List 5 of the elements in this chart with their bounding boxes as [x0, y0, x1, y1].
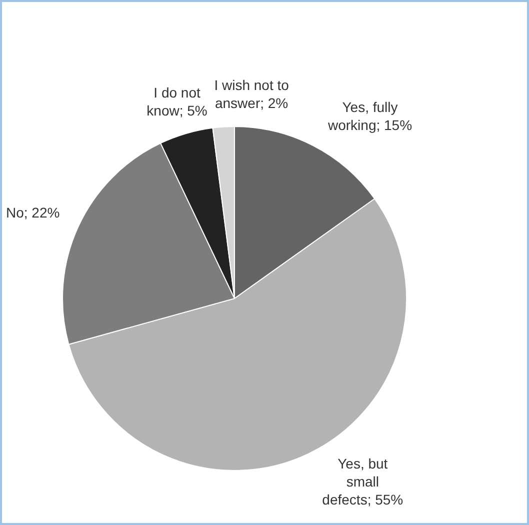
slice-label: I do not know; 5%	[146, 84, 208, 119]
slice-label: I wish not to answer; 2%	[214, 76, 290, 111]
slice-label: Yes, but small defects; 55%	[322, 456, 404, 508]
slice-label: Yes, fully working; 15%	[326, 99, 412, 134]
slice-label: No; 22%	[6, 204, 60, 221]
